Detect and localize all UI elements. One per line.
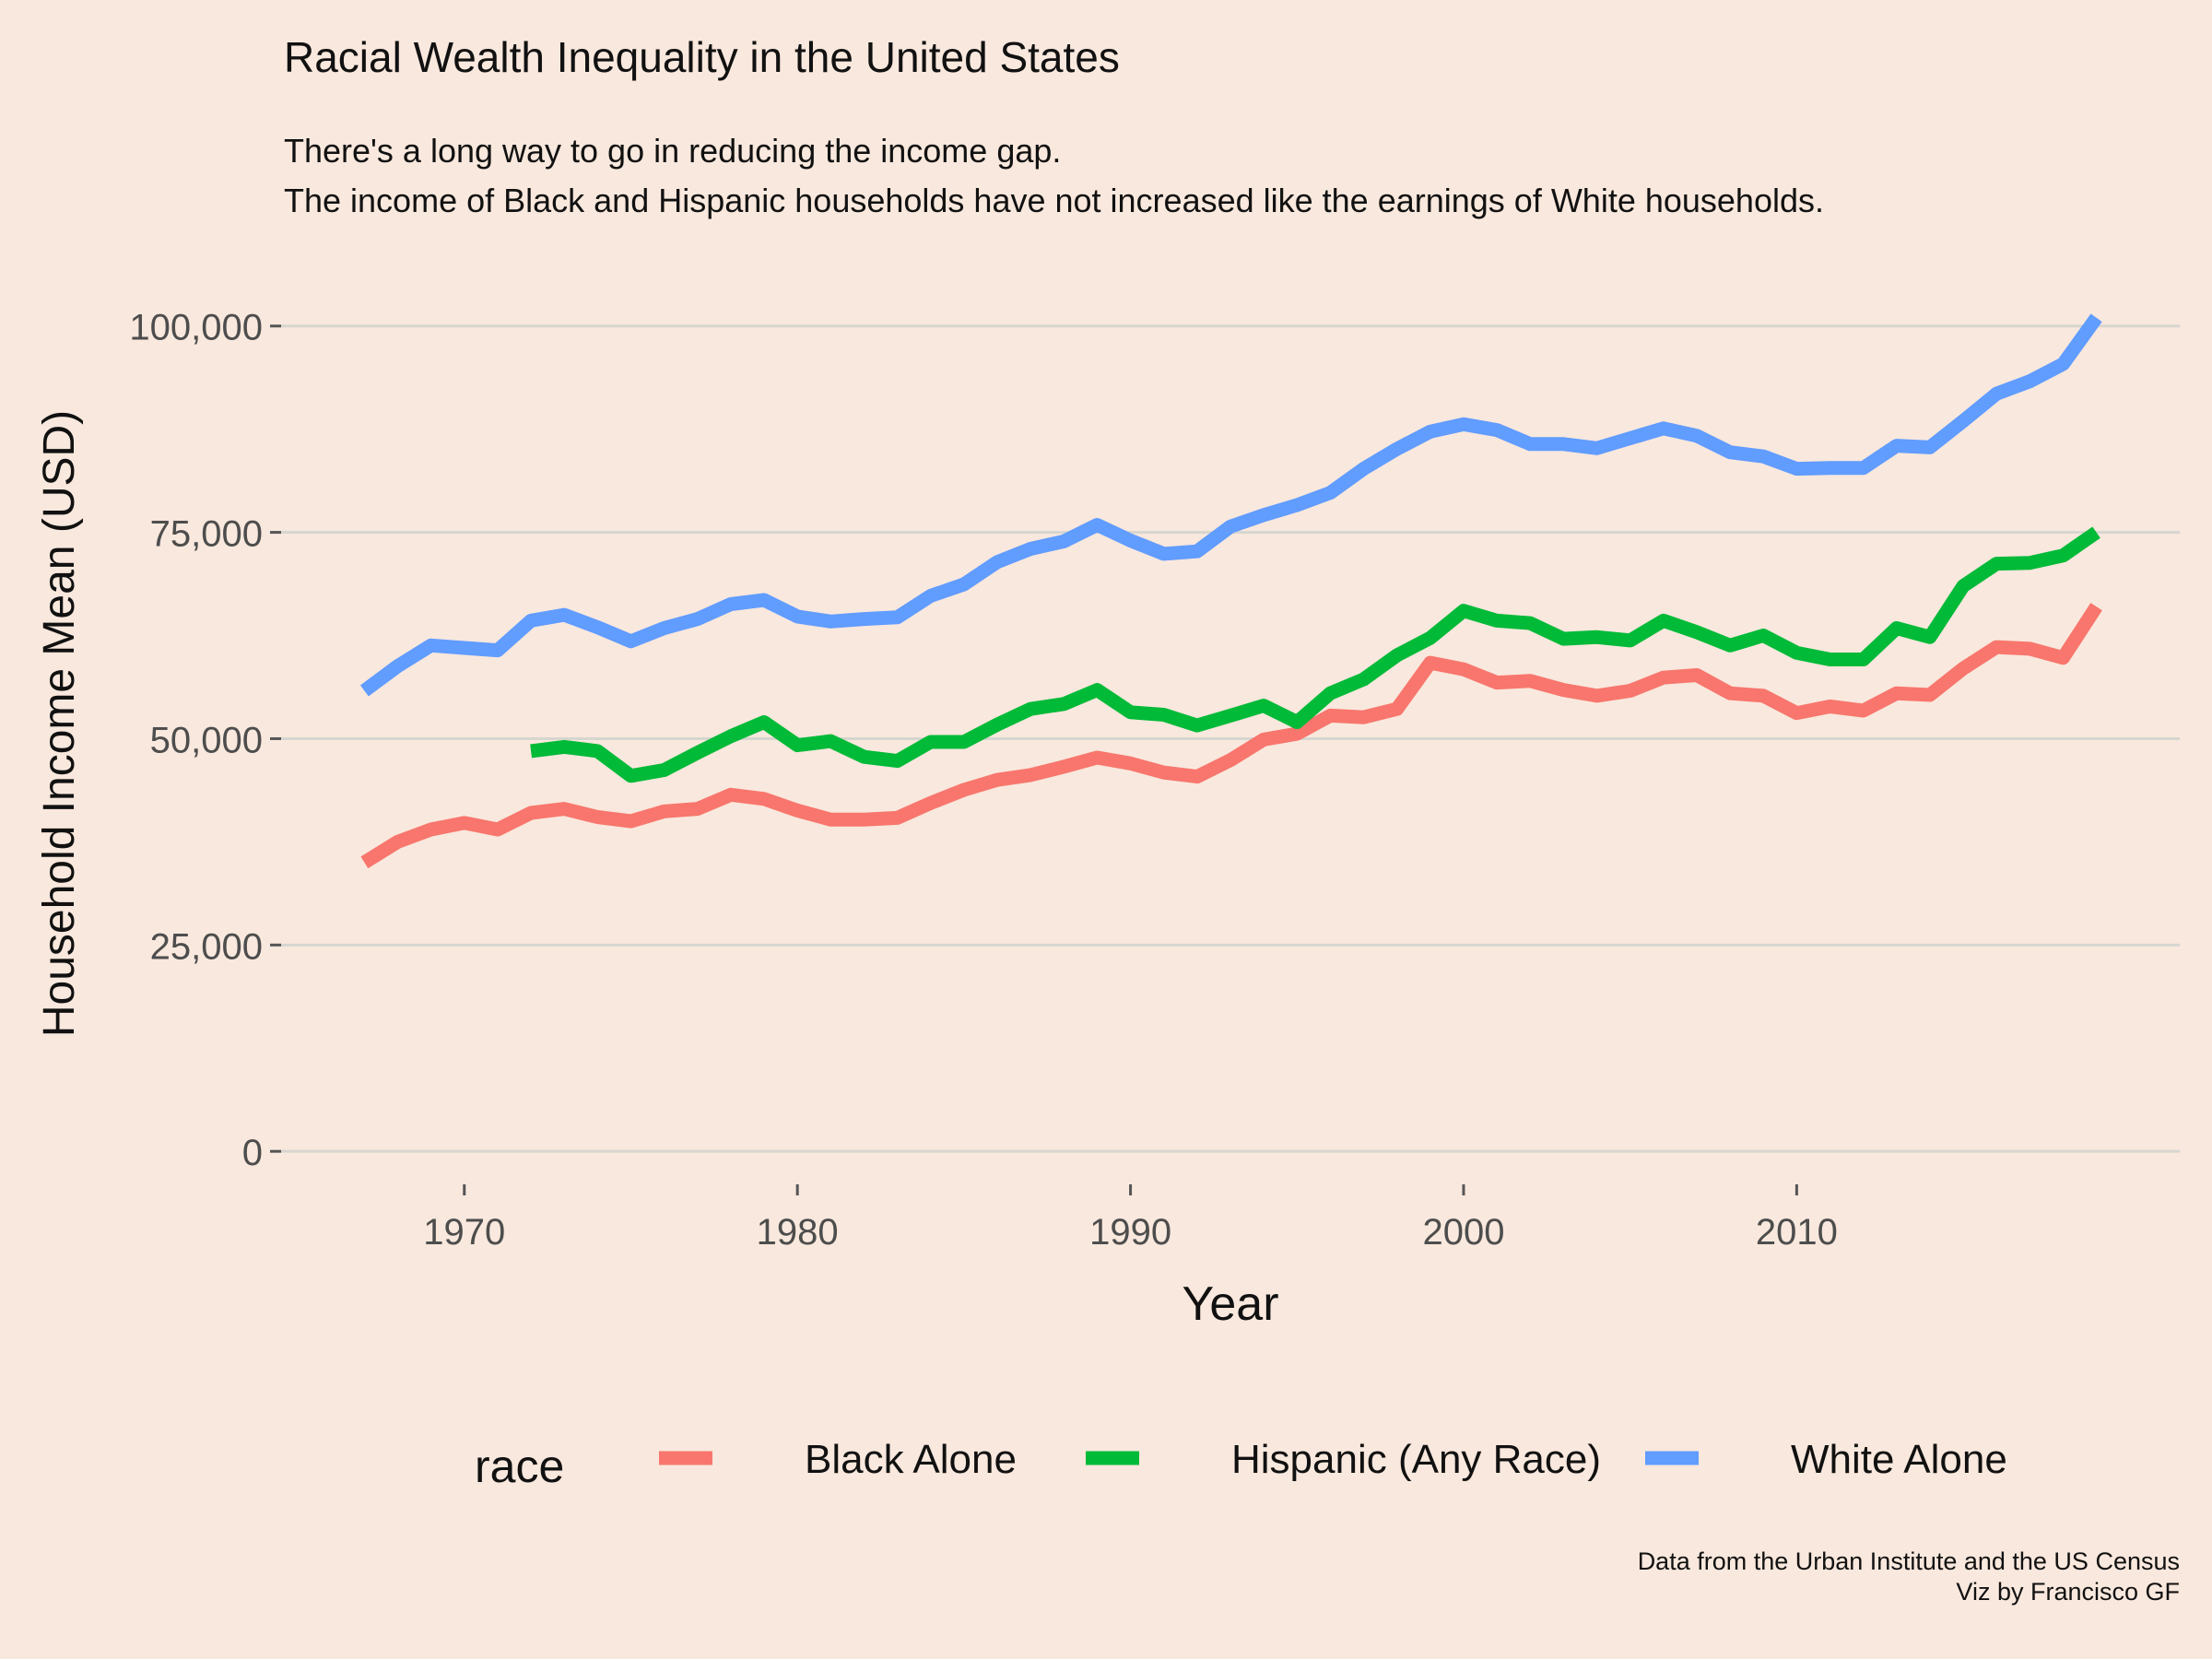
x-tick-label: 2010 [1756, 1212, 1838, 1253]
x-tick-label: 1970 [423, 1212, 505, 1253]
legend-title: race [475, 1441, 564, 1492]
x-axis: 1970 1980 1990 2000 2010 [423, 1184, 1838, 1253]
y-axis: 0 25,000 50,000 75,000 100,000 [129, 308, 281, 1173]
caption-line-1: Data from the Urban Institute and the US… [1638, 1547, 2180, 1575]
legend-label: White Alone [1791, 1437, 2007, 1482]
x-axis-label: Year [1182, 1277, 1278, 1331]
y-tick-label: 100,000 [129, 308, 263, 348]
x-tick-label: 1990 [1089, 1212, 1171, 1253]
legend: race Black Alone Hispanic (Any Race) White… [475, 1437, 2007, 1492]
series-line-hispanic-any-race [530, 526, 2100, 783]
y-tick-label: 50,000 [150, 720, 263, 760]
legend-label: Black Alone [805, 1437, 1017, 1482]
series-lines [359, 313, 2102, 869]
legend-label: Hispanic (Any Race) [1231, 1437, 1601, 1482]
chart-title: Racial Wealth Inequality in the United S… [284, 33, 1120, 81]
caption-line-2: Viz by Francisco GF [1956, 1578, 2180, 1606]
series-line-black-alone [360, 603, 2102, 869]
y-tick-label: 75,000 [150, 514, 263, 555]
y-tick-label: 0 [242, 1133, 263, 1173]
x-tick-label: 2000 [1422, 1212, 1504, 1253]
grid-lines [281, 324, 2180, 1153]
y-tick-label: 25,000 [150, 926, 263, 967]
series-line-white-alone [359, 313, 2102, 697]
chart-subtitle-line-1: There's a long way to go in reducing the… [284, 132, 1061, 170]
y-axis-label: Household Income Mean (USD) [35, 410, 84, 1037]
chart-subtitle-line-2: The income of Black and Hispanic househo… [284, 182, 1824, 219]
x-tick-label: 1980 [757, 1212, 839, 1253]
